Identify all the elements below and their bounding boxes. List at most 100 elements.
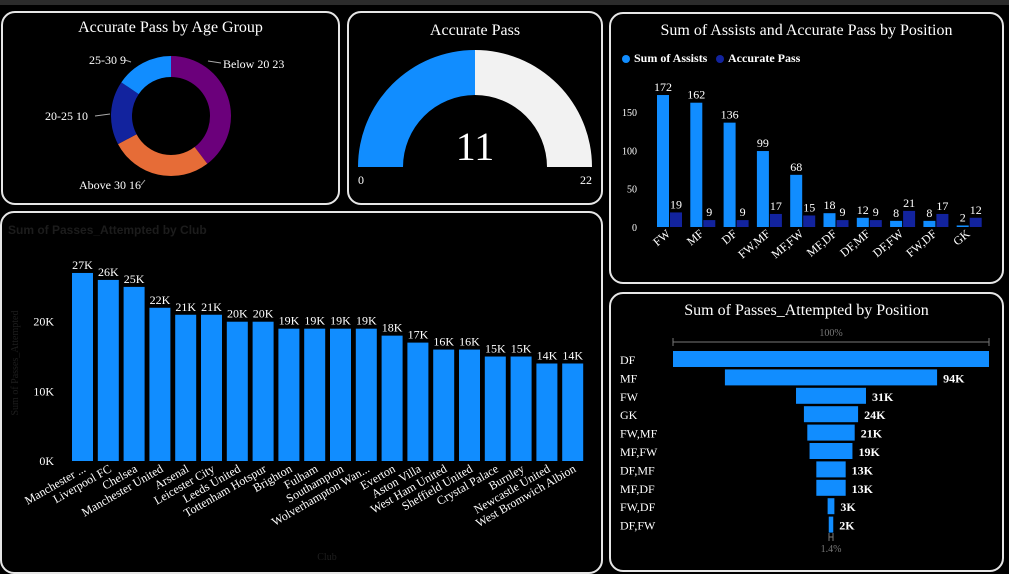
club-value-label: 25K: [124, 272, 145, 286]
funnel-title: Sum of Passes_Attempted by Position: [684, 302, 929, 319]
accurate-value-label: 9: [840, 205, 846, 219]
club-value-label: 17K: [408, 328, 429, 342]
donut-slice: [111, 82, 139, 145]
funnel-category-label: MF,DF: [620, 482, 655, 496]
accurate-bar: [903, 210, 916, 227]
assists-ytick: 150: [622, 108, 637, 119]
club-value-label: 20K: [227, 307, 248, 321]
assists-bar: [956, 225, 969, 227]
assists-bar: [690, 102, 703, 227]
legend-assists[interactable]: Sum of Assists: [622, 51, 707, 66]
funnel-bar: [828, 516, 834, 533]
club-value-label: 15K: [485, 342, 506, 356]
club-bar: [484, 356, 506, 461]
gauge-remainder: [475, 50, 592, 167]
club-bar: [201, 314, 222, 461]
funnel-top-pct: 100%: [819, 328, 842, 339]
funnel-card[interactable]: Sum of Passes_Attempted by Position 100%…: [609, 292, 1004, 572]
funnel-value-label: 3K: [840, 500, 856, 514]
club-value-label: 26K: [98, 265, 119, 279]
gauge-card[interactable]: Accurate Pass 11 0 22: [347, 11, 603, 205]
funnel-bar: [809, 443, 853, 459]
funnel-category-label: DF: [620, 353, 636, 367]
club-value-label: 19K: [330, 314, 351, 328]
assists-category-label: FW,DF: [903, 226, 939, 260]
donut-chart[interactable]: Below 20 23 Above 30 16 20-25 10 25-30 9: [3, 13, 338, 203]
donut-leader: [94, 113, 111, 117]
assists-category-label: FW: [650, 226, 673, 249]
funnel-category-label: MF,FW: [620, 445, 658, 459]
donut-slice: [117, 134, 208, 176]
gauge-max-label: 22: [580, 173, 592, 187]
assists-bar: [923, 220, 936, 227]
accurate-value-label: 17: [770, 199, 782, 213]
club-value-label: 22K: [150, 293, 171, 307]
accurate-bar: [969, 217, 982, 227]
assists-card[interactable]: Sum of Assists and Accurate Pass by Posi…: [609, 12, 1004, 284]
club-bar: [459, 349, 480, 461]
funnel-bar: [816, 461, 846, 478]
gauge-fill: [358, 50, 475, 167]
funnel-chart[interactable]: 100% DF MF 94K FW 31K GK 24K FW,MF 21K MF,FW 19K DF,…: [611, 294, 1002, 570]
funnel-bar: [796, 387, 866, 404]
clubs-card[interactable]: Sum of Passes_Attempted by Club 0K 10K 20K…: [0, 211, 603, 574]
accurate-bar: [703, 220, 716, 227]
club-value-label: 19K: [304, 314, 325, 328]
club-value-label: 18K: [382, 321, 403, 335]
funnel-bar: [807, 424, 855, 441]
assists-bar: [756, 151, 769, 227]
assists-ytick: 0: [632, 223, 637, 234]
funnel-value-label: 19K: [858, 445, 880, 459]
assists-category-label: GK: [950, 226, 973, 248]
club-bar: [330, 328, 351, 461]
legend-dot-assists: [622, 55, 630, 64]
club-bar: [252, 321, 274, 461]
club-bar: [304, 328, 326, 461]
funnel-bar: [673, 351, 989, 367]
club-value-label: 14K: [537, 349, 558, 363]
accurate-value-label: 15: [803, 200, 815, 214]
assists-title: Sum of Assists and Accurate Pass by Posi…: [660, 22, 953, 39]
club-bar: [381, 335, 403, 461]
assists-category-label: DF,FW: [870, 226, 907, 260]
donut-card[interactable]: Accurate Pass by Age Group Below 20 23 Ab…: [1, 11, 340, 205]
funnel-category-label: FW,MF: [620, 427, 658, 441]
accurate-value-label: 12: [970, 203, 982, 217]
club-bar: [278, 328, 300, 461]
club-value-label: 16K: [459, 335, 480, 349]
donut-slice: [171, 56, 231, 164]
assists-chart[interactable]: 05010015017219FW1629MF1369DF9917FW,MF681…: [611, 14, 1002, 282]
accurate-bar: [736, 220, 749, 227]
top-bar: [0, 0, 1009, 5]
assists-value-label: 68: [790, 160, 802, 174]
assists-value-label: 172: [654, 80, 672, 94]
club-value-label: 20K: [253, 307, 274, 321]
club-value-label: 21K: [201, 300, 222, 314]
club-value-label: 19K: [356, 314, 377, 328]
assists-value-label: 8: [926, 206, 932, 220]
assists-bar: [890, 220, 903, 227]
gauge-chart[interactable]: 11 0 22: [349, 13, 601, 203]
funnel-category-label: MF: [620, 371, 638, 385]
club-bar: [536, 363, 558, 461]
club-bar: [149, 307, 171, 461]
accurate-value-label: 17: [936, 199, 948, 213]
funnel-category-label: DF,FW: [620, 519, 656, 533]
club-bar: [510, 356, 532, 461]
donut-leader: [140, 179, 146, 186]
funnel-bar: [724, 369, 938, 386]
assists-category-label: FW,MF: [735, 226, 773, 261]
legend-accurate[interactable]: Accurate Pass: [716, 51, 800, 66]
assists-ytick: 50: [627, 185, 637, 196]
club-value-label: 19K: [279, 314, 300, 328]
assists-bar: [657, 95, 669, 227]
accurate-value-label: 9: [706, 205, 712, 219]
legend-assists-label: Sum of Assists: [634, 51, 708, 65]
clubs-ylabel: Sum of Passes_Attempted: [10, 311, 21, 416]
accurate-bar: [869, 220, 882, 227]
assists-ytick: 100: [622, 146, 637, 157]
donut-slice: [121, 56, 171, 95]
funnel-category-label: FW: [620, 390, 639, 404]
donut-leader: [124, 59, 132, 63]
